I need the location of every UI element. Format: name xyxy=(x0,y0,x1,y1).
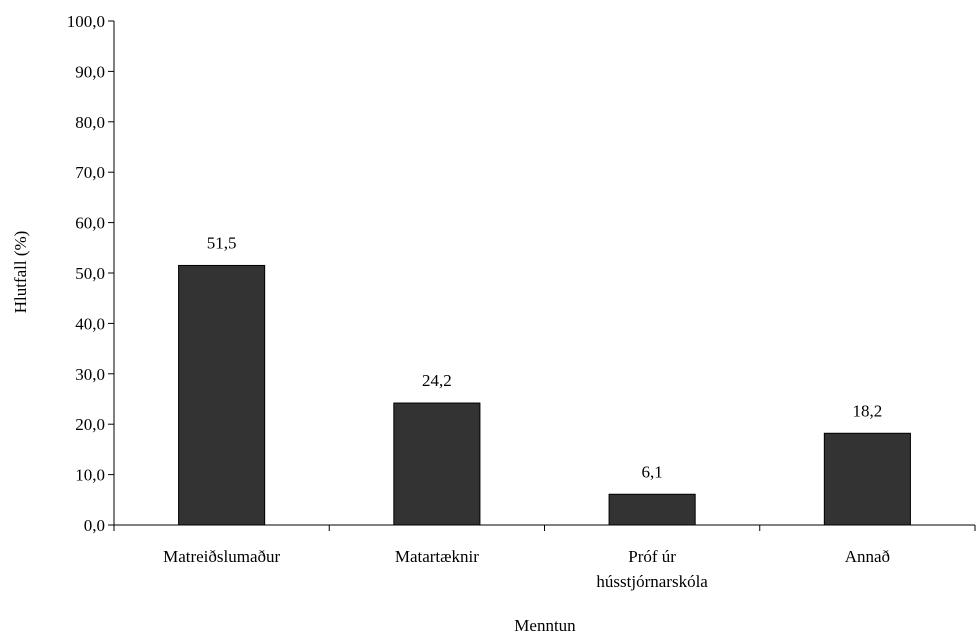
bar xyxy=(393,402,481,526)
y-tick-label: 70,0 xyxy=(75,163,105,182)
category-label: hússtjórnarskóla xyxy=(596,572,708,591)
bars xyxy=(178,264,911,526)
y-tick-label: 0,0 xyxy=(84,516,105,535)
y-tick-label: 60,0 xyxy=(75,214,105,233)
data-labels: 51,5 24,2 6,1 18,2 xyxy=(207,233,883,481)
x-axis xyxy=(113,524,976,531)
category-labels: Matreiðslumaður Matartæknir Próf úr hússtjó… xyxy=(163,547,890,591)
category-label: Matartæknir xyxy=(395,547,479,566)
y-tick-label: 20,0 xyxy=(75,415,105,434)
y-axis: 0,0 10,0 20,0 30,0 40,0 50,0 60,0 70,0 80,0 90,0 1… xyxy=(67,12,115,535)
bar xyxy=(608,493,696,526)
category-label: Próf úr xyxy=(628,547,676,566)
y-tick-label: 50,0 xyxy=(75,264,105,283)
x-axis-title: Menntun xyxy=(514,616,576,635)
data-label: 6,1 xyxy=(642,462,663,481)
y-tick-label: 10,0 xyxy=(75,466,105,485)
data-label: 18,2 xyxy=(853,401,883,420)
data-label: 24,2 xyxy=(422,371,452,390)
category-label: Annað xyxy=(845,547,890,566)
y-tick-label: 100,0 xyxy=(67,12,105,31)
category-label: Matreiðslumaður xyxy=(163,547,280,566)
bar xyxy=(178,264,266,526)
data-label: 51,5 xyxy=(207,233,237,252)
y-axis-title: Hlutfall (%) xyxy=(11,231,30,314)
bar xyxy=(823,432,911,526)
y-tick-label: 80,0 xyxy=(75,113,105,132)
y-tick-label: 90,0 xyxy=(75,62,105,81)
y-tick-label: 30,0 xyxy=(75,365,105,384)
y-tick-label: 40,0 xyxy=(75,314,105,333)
